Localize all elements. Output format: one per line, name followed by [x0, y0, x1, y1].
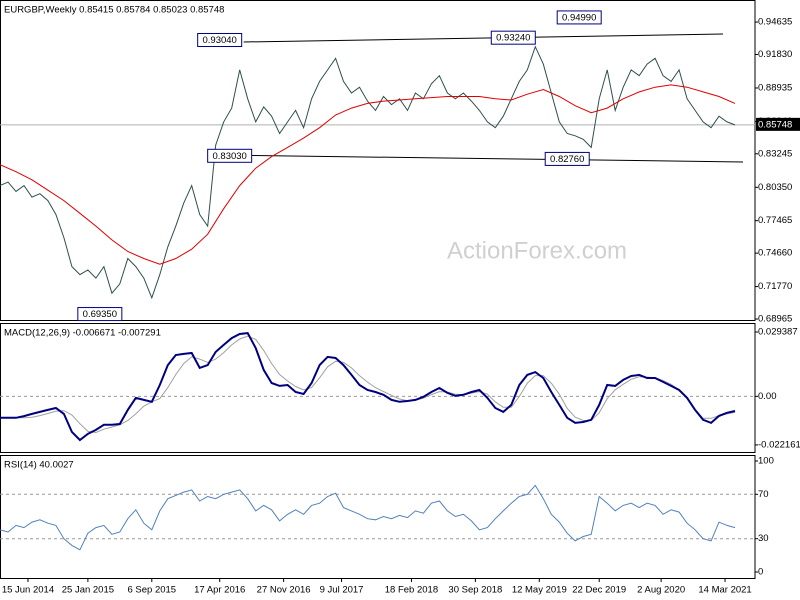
last-price-box: [756, 117, 800, 131]
annotation-label: 0.93240: [496, 33, 530, 44]
y-tick-label: 70: [758, 489, 769, 500]
y-tick-label: 0.71770: [758, 281, 792, 292]
annotation-box: [556, 10, 602, 25]
y-tick-label: 0.00: [758, 391, 777, 402]
x-tick-label: 14 Mar 2021: [698, 585, 751, 596]
last-price-label: 0.85748: [758, 119, 792, 130]
series-line: [0, 84, 736, 265]
panel-frame: [0, 0, 756, 321]
trend-line: [209, 154, 744, 163]
x-tick-label: 30 Sep 2018: [448, 585, 502, 596]
series-line: [0, 335, 736, 434]
panel-frame: [0, 323, 756, 453]
y-tick-label: -0.022161: [758, 439, 800, 450]
y-tick-label: 0.80350: [758, 182, 792, 193]
y-tick-label: 100: [758, 456, 774, 467]
y-tick-label: 0: [758, 567, 763, 578]
x-tick-label: 27 Nov 2016: [257, 585, 311, 596]
annotation-label: 0.83030: [212, 151, 246, 162]
annotation-box: [544, 151, 590, 166]
x-tick-label: 15 Jun 2014: [2, 585, 54, 596]
y-tick-label: 0.91830: [758, 49, 792, 60]
x-tick-label: 18 Feb 2018: [385, 585, 438, 596]
trend-line: [243, 33, 724, 43]
y-tick-label: 0.77465: [758, 215, 792, 226]
y-tick-label: 0.74660: [758, 248, 792, 259]
x-tick-label: 25 Jan 2015: [62, 585, 114, 596]
panel-title: RSI(14) 40.0027: [4, 460, 74, 471]
panel-frame: [0, 455, 756, 579]
series-line: [0, 332, 736, 442]
panel-title: EURGBP,Weekly 0.85415 0.85784 0.85023 0.…: [4, 5, 224, 16]
annotation-box: [77, 307, 123, 322]
x-tick-label: 12 May 2019: [512, 585, 567, 596]
panel-title: MACD(12,26,9) -0.006671 -0.007291: [4, 328, 161, 339]
y-tick-label: 0.83245: [758, 148, 792, 159]
annotation-box: [197, 32, 243, 47]
series-line: [0, 45, 736, 300]
watermark: ActionForex.com: [447, 237, 627, 264]
annotation-label: 0.82760: [550, 154, 584, 165]
annotation-label: 0.69350: [83, 309, 117, 320]
y-tick-label: 0.88935: [758, 82, 792, 93]
x-tick-label: 9 Jul 2017: [320, 585, 364, 596]
y-tick-label: 0.68965: [758, 314, 792, 325]
y-tick-label: 30: [758, 533, 769, 544]
x-tick-label: 22 Dec 2019: [572, 585, 626, 596]
x-tick-label: 2 Aug 2020: [637, 585, 685, 596]
series-line: [0, 484, 736, 551]
y-tick-label: 0.029387: [758, 327, 798, 338]
annotation-box: [490, 30, 536, 45]
x-tick-label: 17 Apr 2016: [194, 585, 245, 596]
annotation-label: 0.94990: [562, 12, 596, 23]
annotation-box: [207, 148, 253, 163]
y-tick-label: 0.94635: [758, 17, 792, 28]
x-tick-label: 6 Sep 2015: [127, 585, 176, 596]
annotation-label: 0.93040: [203, 35, 237, 46]
